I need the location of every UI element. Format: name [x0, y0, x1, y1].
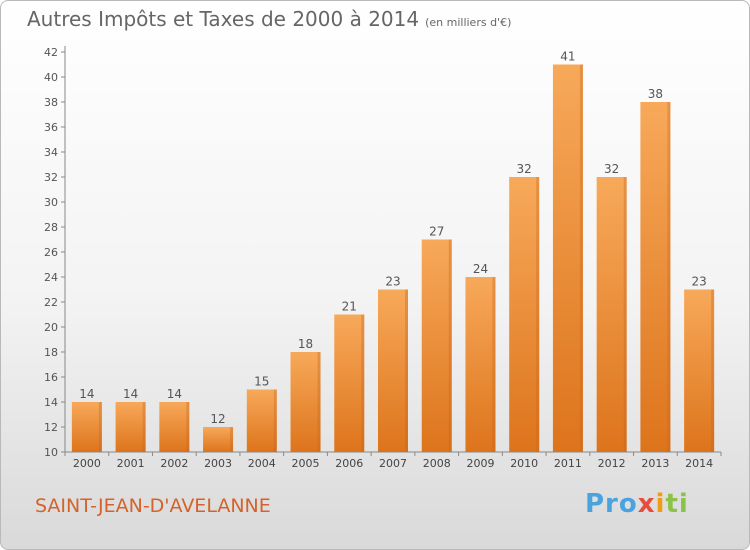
y-tick-label: 10 — [44, 446, 58, 459]
bar-2005 — [290, 352, 321, 452]
y-tick-label: 34 — [44, 146, 58, 159]
data-label-2000: 14 — [79, 387, 94, 401]
data-label-2009: 24 — [473, 262, 488, 276]
bar-shade-2003 — [230, 427, 234, 452]
chart-data-labels: 14 14 14 12 15 18 21 23 27 24 32 41 32 38 23 — [79, 50, 707, 427]
proxiti-logo: Proxiti — [585, 489, 689, 519]
bar-shade-2014 — [711, 289, 715, 452]
bar-2010 — [509, 177, 540, 452]
data-label-2006: 21 — [342, 300, 357, 314]
commune-name: SAINT-JEAN-D'AVELANNE — [35, 495, 271, 517]
data-label-2001: 14 — [123, 387, 138, 401]
data-label-2014: 23 — [691, 275, 706, 289]
y-tick-label: 38 — [44, 96, 58, 109]
bar-2014 — [684, 289, 715, 452]
y-tick-label: 28 — [44, 221, 58, 234]
bar-shade-2010 — [536, 177, 540, 452]
bar-shade-2013 — [667, 102, 671, 452]
bar-shade-2007 — [405, 289, 408, 452]
data-label-2011: 41 — [560, 50, 575, 64]
bar-2008 — [421, 239, 452, 452]
x-tick-label-2010: 2010 — [510, 457, 538, 470]
x-tick-label-2004: 2004 — [248, 457, 276, 470]
bar-2004 — [246, 389, 277, 452]
x-tick-label-2008: 2008 — [423, 457, 451, 470]
y-tick-label: 18 — [44, 346, 58, 359]
bar-shade-2005 — [317, 352, 321, 452]
x-tick-label-2007: 2007 — [379, 457, 407, 470]
bar-shade-2009 — [492, 277, 496, 452]
bar-2009 — [465, 277, 496, 452]
bar-2001 — [115, 402, 146, 452]
data-label-2004: 15 — [254, 375, 269, 389]
x-tick-label-2000: 2000 — [73, 457, 101, 470]
bar-2000 — [71, 402, 102, 452]
y-tick-label: 40 — [44, 71, 58, 84]
bar-2012 — [596, 177, 627, 452]
x-tick-label-2009: 2009 — [466, 457, 494, 470]
y-tick-label: 32 — [44, 171, 58, 184]
x-tick-label-2012: 2012 — [598, 457, 626, 470]
x-tick-label-2005: 2005 — [292, 457, 320, 470]
bar-2002 — [159, 402, 190, 452]
logo-part-1: Pro — [585, 489, 638, 519]
x-tick-label-2011: 2011 — [554, 457, 582, 470]
data-label-2008: 27 — [429, 225, 444, 239]
bar-shade-2008 — [448, 239, 452, 452]
bar-shade-2000 — [98, 402, 102, 452]
y-tick-label: 24 — [44, 271, 58, 284]
y-tick-label: 30 — [44, 196, 58, 209]
y-tick-label: 16 — [44, 371, 58, 384]
y-tick-label: 14 — [44, 396, 58, 409]
x-tick-label-2014: 2014 — [685, 457, 713, 470]
logo-part-4: ti — [665, 489, 689, 519]
x-tick-label-2001: 2001 — [117, 457, 145, 470]
chart-subtitle: (en milliers d'€) — [425, 16, 512, 29]
bar-shade-2006 — [361, 314, 365, 452]
y-tick-label: 22 — [44, 296, 58, 309]
y-tick-label: 20 — [44, 321, 58, 334]
y-tick-label: 12 — [44, 421, 58, 434]
chart-title-block: Autres Impôts et Taxes de 2000 à 2014 (en… — [27, 7, 511, 31]
logo-part-2: x — [637, 489, 656, 519]
data-label-2005: 18 — [298, 337, 313, 351]
x-tick-label-2003: 2003 — [204, 457, 232, 470]
bar-2006 — [334, 314, 365, 452]
data-label-2012: 32 — [604, 162, 619, 176]
chart-bars — [71, 64, 715, 452]
bar-shade-2011 — [579, 64, 583, 452]
y-tick-label: 26 — [44, 246, 58, 259]
data-label-2002: 14 — [167, 387, 182, 401]
bar-2011 — [552, 64, 583, 452]
bar-2013 — [640, 102, 671, 452]
x-tick-label-2002: 2002 — [160, 457, 188, 470]
data-label-2007: 23 — [385, 275, 400, 289]
chart-axes: 10 12 14 16 18 20 22 24 26 28 30 32 34 36 38 40 42 2000 20… — [44, 46, 722, 470]
data-label-2013: 38 — [648, 87, 663, 101]
chart-title: Autres Impôts et Taxes de 2000 à 2014 — [27, 7, 420, 31]
logo-part-3: i — [655, 489, 666, 519]
y-tick-label: 36 — [44, 121, 58, 134]
data-label-2003: 12 — [210, 412, 225, 426]
bar-shade-2001 — [142, 402, 146, 452]
bar-2003 — [203, 427, 234, 452]
bar-2007 — [378, 289, 408, 452]
bar-shade-2004 — [273, 389, 277, 452]
data-label-2010: 32 — [517, 162, 532, 176]
y-tick-label: 42 — [44, 46, 58, 59]
x-tick-label-2013: 2013 — [641, 457, 669, 470]
x-tick-label-2006: 2006 — [335, 457, 363, 470]
bar-shade-2002 — [186, 402, 190, 452]
bar-shade-2012 — [623, 177, 627, 452]
